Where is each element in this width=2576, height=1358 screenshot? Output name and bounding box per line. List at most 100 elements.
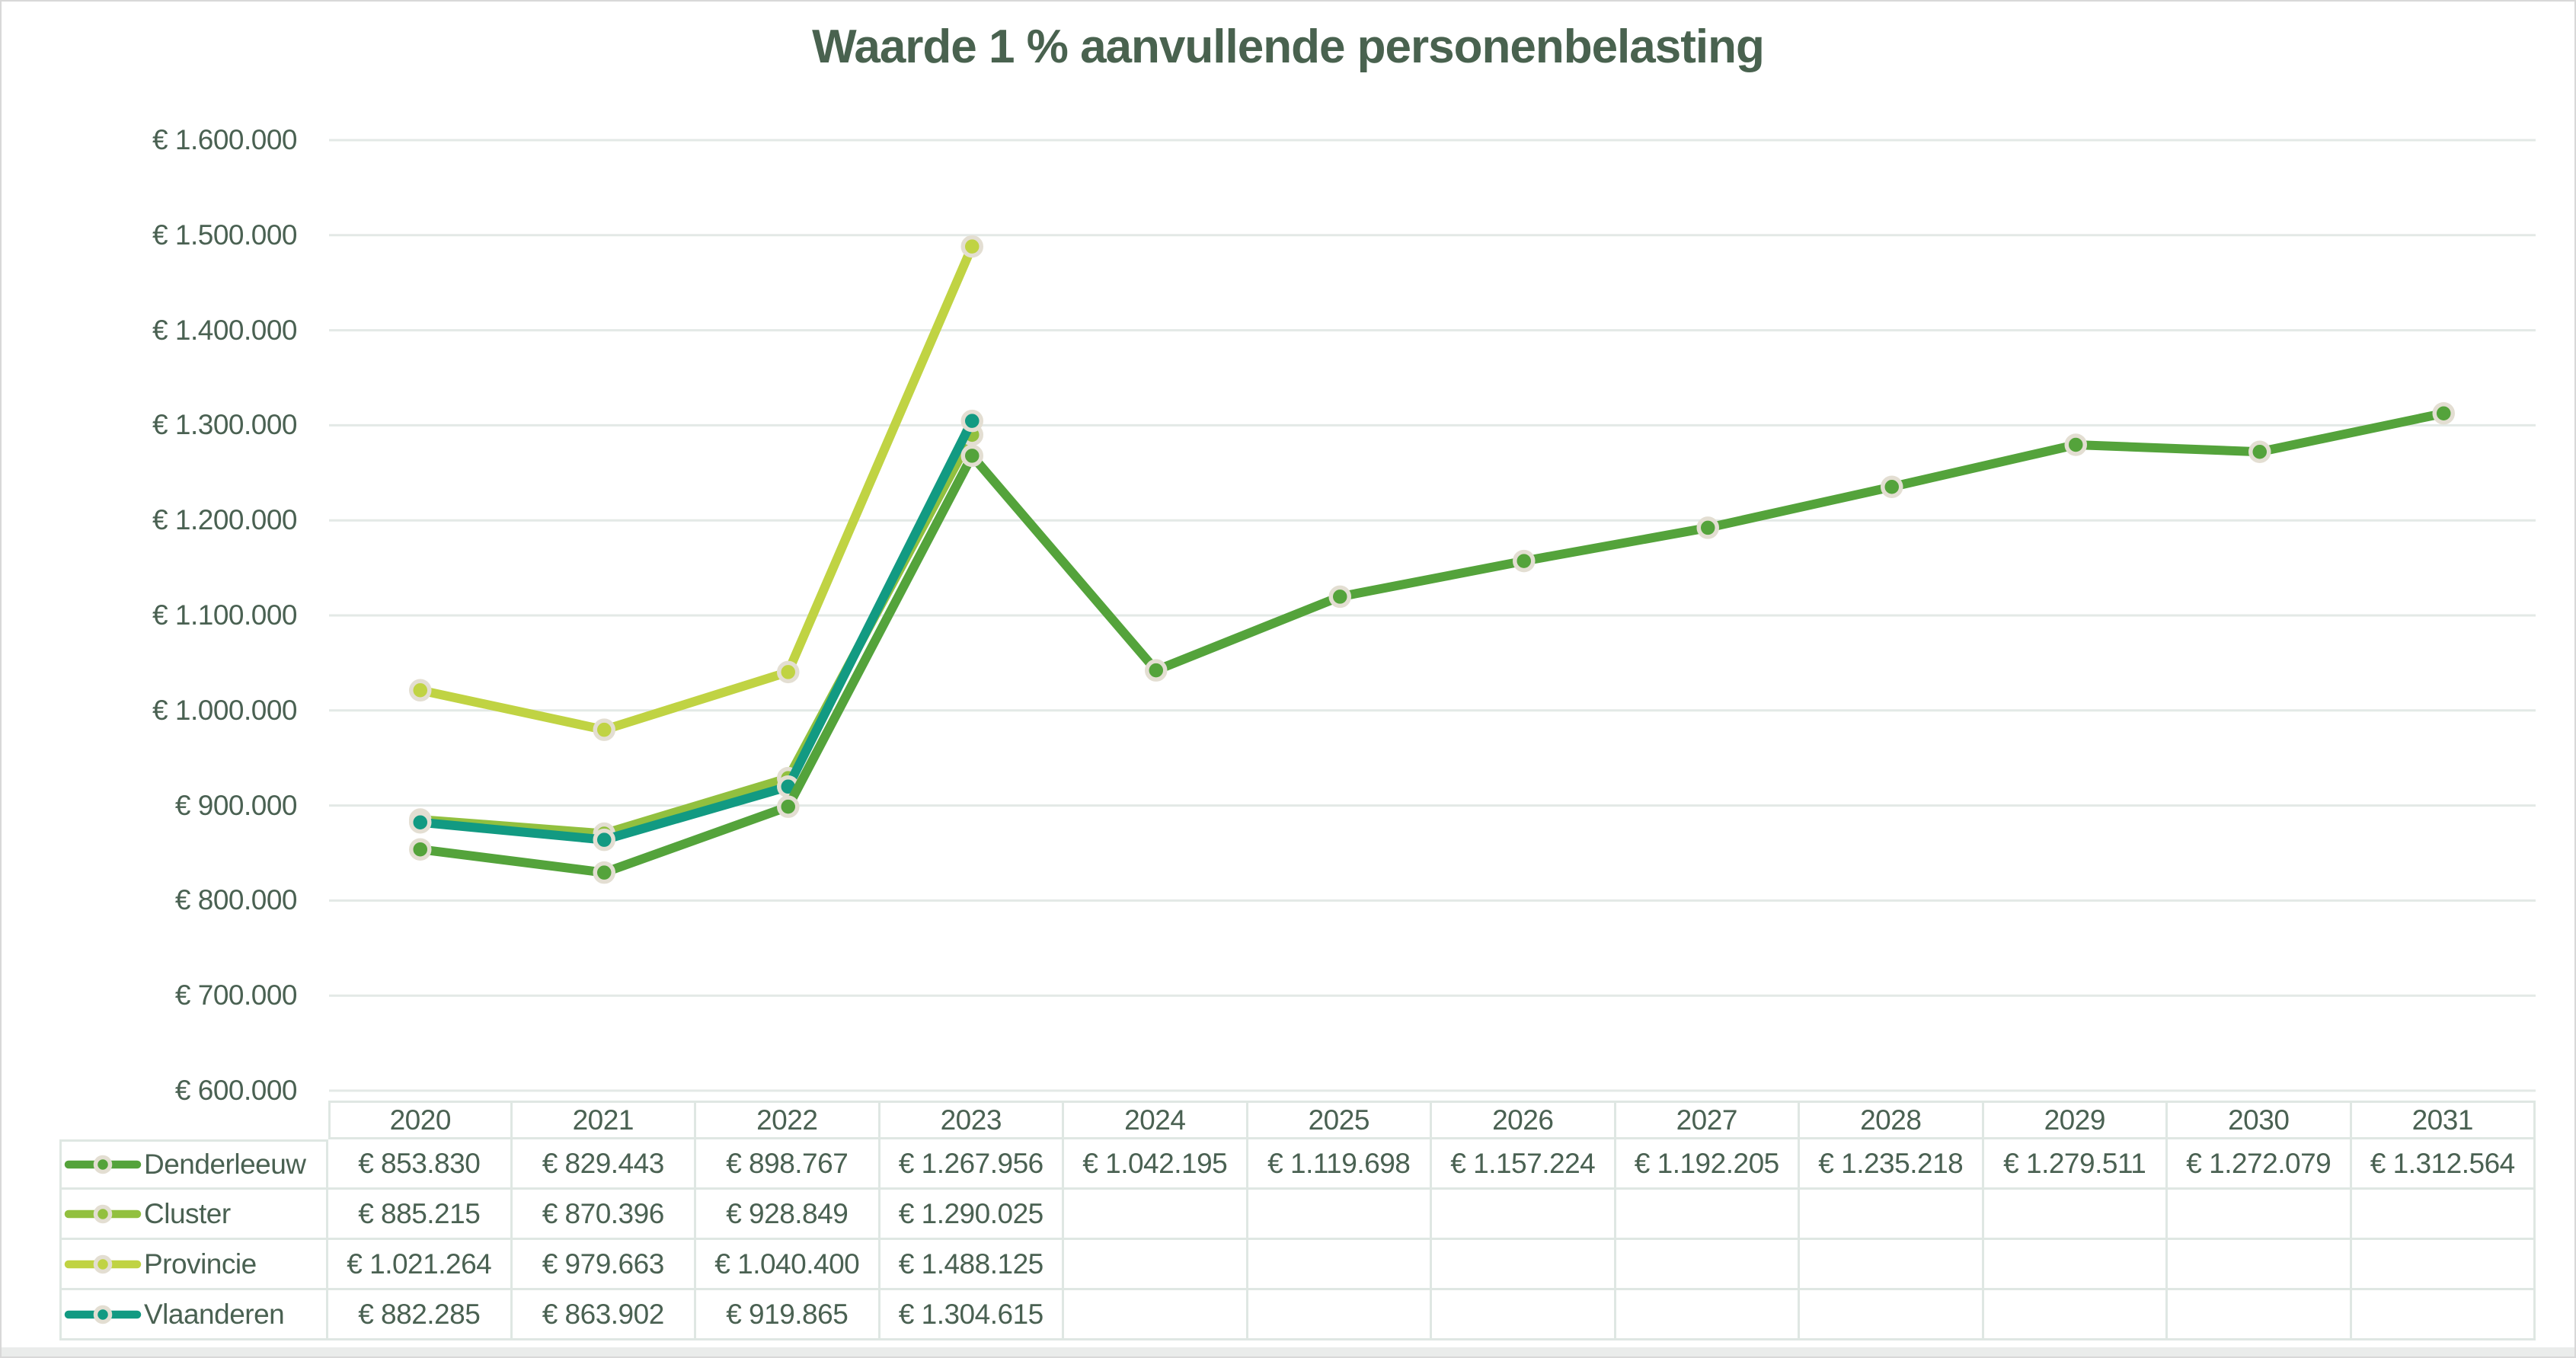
y-axis-tick-label: € 600.000: [174, 1075, 298, 1106]
table-cell-denderleeuw-2028: € 1.235.218: [1800, 1139, 1984, 1190]
table-cell-cluster-2026: [1432, 1190, 1616, 1240]
legend-label: Provincie: [144, 1248, 257, 1280]
table-cell-vlaanderen-2026: [1432, 1290, 1616, 1340]
data-table: 2020 2021 2022 2023 2024 2025 2026 2027 2028 2029…: [59, 1101, 2536, 1340]
table-cell-vlaanderen-2023: € 1.304.615: [880, 1290, 1064, 1340]
series-line: [415, 416, 977, 845]
table-cell-provincie-2022: € 1.040.400: [696, 1240, 881, 1290]
table-cell-provincie-2026: [1432, 1240, 1616, 1290]
table-cell-vlaanderen-2022: € 919.865: [696, 1290, 881, 1340]
series-line: [415, 241, 977, 735]
table-cell-provincie-2031: [2351, 1240, 2536, 1290]
y-axis-tick-label: € 1.500.000: [152, 219, 297, 251]
series-provincie: [409, 235, 983, 741]
y-axis-tick-label: € 1.600.000: [152, 124, 297, 155]
table-cell-vlaanderen-2029: [1983, 1290, 2168, 1340]
y-axis-tick-label: € 1.400.000: [152, 314, 297, 346]
table-cell-cluster-2020: € 885.215: [328, 1190, 513, 1240]
y-axis-tick-label: € 700.000: [174, 979, 298, 1011]
table-corner-spacer: [59, 1101, 328, 1139]
table-cell-vlaanderen-2024: [1064, 1290, 1248, 1340]
table-cell-vlaanderen-2020: € 882.285: [328, 1290, 513, 1340]
legend-marker-icon: [64, 1254, 142, 1273]
data-point-marker: [409, 838, 432, 861]
table-cell-vlaanderen-2027: [1616, 1290, 1800, 1340]
table-cell-vlaanderen-2030: [2168, 1290, 2352, 1340]
table-cell-vlaanderen-2021: € 863.902: [512, 1290, 696, 1340]
table-cell-denderleeuw-2022: € 898.767: [696, 1139, 881, 1190]
table-cell-cluster-2025: [1248, 1190, 1432, 1240]
series-denderleeuw: [409, 401, 2455, 884]
year-header-2021: 2021: [512, 1101, 696, 1139]
data-point-marker: [593, 861, 615, 884]
data-point-marker: [1696, 516, 1719, 539]
legend-item-provincie: Provincie: [59, 1240, 328, 1290]
data-point-marker: [593, 718, 615, 741]
table-cell-vlaanderen-2028: [1800, 1290, 1984, 1340]
table-cell-cluster-2021: € 870.396: [512, 1190, 696, 1240]
data-point-marker: [409, 810, 432, 834]
year-header-2031: 2031: [2351, 1101, 2536, 1139]
table-cell-cluster-2027: [1616, 1190, 1800, 1240]
table-cell-cluster-2024: [1064, 1190, 1248, 1240]
year-header-2027: 2027: [1616, 1101, 1800, 1139]
table-cell-provincie-2021: € 979.663: [512, 1240, 696, 1290]
data-point-marker: [1881, 475, 1903, 498]
data-point-marker: [777, 795, 800, 818]
table-cell-provincie-2027: [1616, 1240, 1800, 1290]
year-header-2030: 2030: [2168, 1101, 2352, 1139]
table-cell-cluster-2028: [1800, 1190, 1984, 1240]
legend-marker-icon: [64, 1204, 142, 1223]
legend-item-vlaanderen: Vlaanderen: [59, 1290, 328, 1340]
table-cell-provincie-2020: € 1.021.264: [328, 1240, 513, 1290]
legend-dot: [93, 1254, 113, 1273]
bottom-edge-strip: [2, 1347, 2574, 1356]
data-point-marker: [960, 235, 983, 258]
series-line: [415, 430, 977, 839]
chart-title: Waarde 1 % aanvullende personenbelasting: [812, 21, 1765, 73]
year-header-2025: 2025: [1248, 1101, 1432, 1139]
y-axis-tick-label: € 1.300.000: [152, 409, 297, 441]
table-cell-denderleeuw-2026: € 1.157.224: [1432, 1139, 1616, 1190]
y-axis-tick-label: € 1.200.000: [152, 504, 297, 536]
data-point-marker: [777, 660, 800, 684]
table-cell-provincie-2023: € 1.488.125: [880, 1240, 1064, 1290]
table-cell-vlaanderen-2031: [2351, 1290, 2536, 1340]
y-axis-tick-label: € 800.000: [174, 884, 298, 916]
year-header-2023: 2023: [880, 1101, 1064, 1139]
table-cell-denderleeuw-2030: € 1.272.079: [2168, 1139, 2352, 1190]
table-cell-provincie-2029: [1983, 1240, 2168, 1290]
y-axis-tick-label: € 900.000: [174, 789, 298, 821]
year-header-2022: 2022: [696, 1101, 881, 1139]
year-header-2029: 2029: [1983, 1101, 2168, 1139]
data-point-marker: [960, 409, 983, 433]
legend-dot: [93, 1305, 113, 1324]
legend-label: Vlaanderen: [144, 1298, 285, 1330]
data-point-marker: [2248, 440, 2271, 463]
series-vlaanderen: [409, 409, 983, 852]
legend-marker-icon: [64, 1305, 142, 1324]
table-cell-denderleeuw-2023: € 1.267.956: [880, 1139, 1064, 1190]
table-cell-cluster-2022: € 928.849: [696, 1190, 881, 1240]
year-header-2024: 2024: [1064, 1101, 1248, 1139]
table-cell-provincie-2030: [2168, 1240, 2352, 1290]
data-point-marker: [1328, 585, 1351, 609]
table-cell-vlaanderen-2025: [1248, 1290, 1432, 1340]
table-cell-denderleeuw-2027: € 1.192.205: [1616, 1139, 1800, 1190]
table-cell-cluster-2029: [1983, 1190, 2168, 1240]
table-cell-provincie-2025: [1248, 1240, 1432, 1290]
y-axis-tick-label: € 1.100.000: [152, 599, 297, 631]
table-cell-denderleeuw-2024: € 1.042.195: [1064, 1139, 1248, 1190]
table-cell-provincie-2028: [1800, 1240, 1984, 1290]
legend-item-denderleeuw: Denderleeuw: [59, 1139, 328, 1190]
table-cell-denderleeuw-2020: € 853.830: [328, 1139, 513, 1190]
series-line: [415, 408, 2449, 877]
data-point-marker: [1513, 549, 1536, 573]
year-header-2020: 2020: [328, 1101, 513, 1139]
table-cell-provincie-2024: [1064, 1240, 1248, 1290]
data-point-marker: [593, 828, 615, 852]
table-cell-cluster-2023: € 1.290.025: [880, 1190, 1064, 1240]
data-point-marker: [2432, 401, 2455, 425]
table-cell-denderleeuw-2021: € 829.443: [512, 1139, 696, 1190]
